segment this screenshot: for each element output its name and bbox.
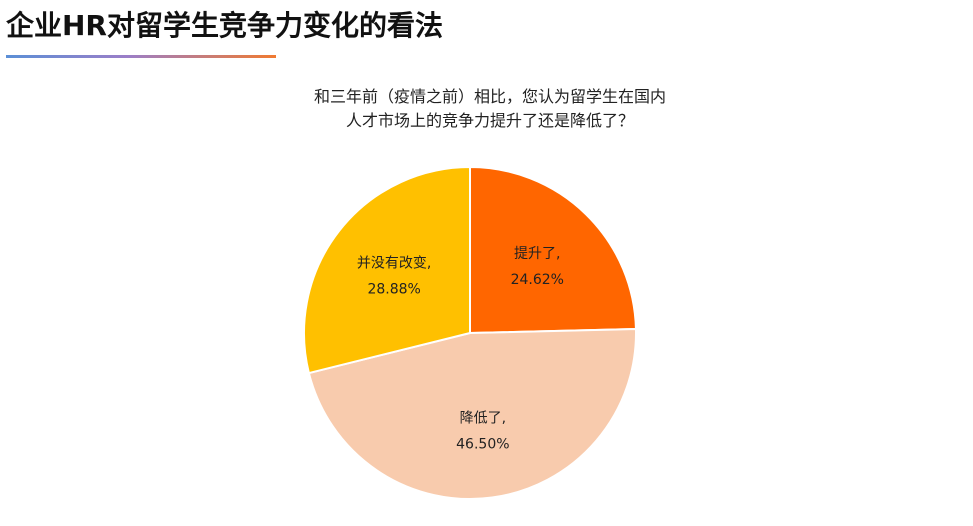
chart-title-line-2: 人才市场上的竞争力提升了还是降低了？ xyxy=(346,111,634,130)
pie-labels: 提升了, 24.62% 降低了, 46.50% 并没有改变, 28.88% xyxy=(357,246,564,452)
slice-increased xyxy=(469,165,637,335)
pie-slices xyxy=(303,165,637,500)
slice-label-value: 28.88% xyxy=(367,282,420,298)
slice-label-value: 46.50% xyxy=(456,436,509,452)
slice-label-name: 提升了, xyxy=(514,246,560,262)
title-underline xyxy=(6,55,276,58)
slice-label-name: 并没有改变, xyxy=(357,256,431,272)
page-title: 企业HR对留学生竞争力变化的看法 xyxy=(6,9,443,42)
slice-label-value: 24.62% xyxy=(511,272,564,288)
slice-decreased xyxy=(307,328,637,500)
slice-label-name: 降低了, xyxy=(460,410,506,426)
chart-title-line-1: 和三年前（疫情之前）相比，您认为留学生在国内 xyxy=(314,87,666,106)
slice-unchanged xyxy=(303,165,471,375)
